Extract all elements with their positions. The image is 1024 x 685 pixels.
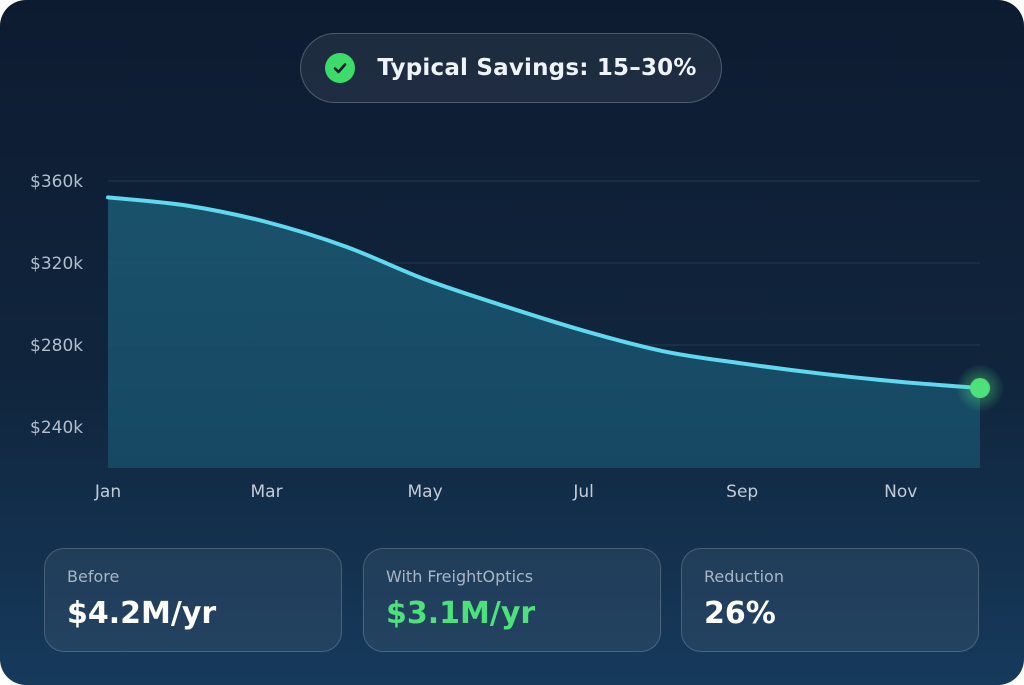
y-tick-label: $280k bbox=[30, 336, 83, 356]
stat-label: Reduction bbox=[704, 567, 784, 586]
x-tick-label: Mar bbox=[251, 482, 283, 502]
data-point-sep bbox=[740, 361, 744, 365]
x-tick-label: Sep bbox=[726, 482, 758, 502]
data-point-feb bbox=[185, 204, 189, 208]
data-point-nov bbox=[899, 380, 903, 384]
savings-area bbox=[108, 197, 980, 468]
data-point-apr bbox=[344, 245, 348, 249]
check-circle-icon bbox=[325, 53, 356, 83]
savings-badge-text: Typical Savings: 15–30% bbox=[377, 55, 697, 81]
y-tick-label: $240k bbox=[30, 418, 83, 438]
y-tick-label: $360k bbox=[30, 172, 83, 192]
stat-card-before: Before $4.2M/yr bbox=[44, 548, 342, 652]
stat-label: Before bbox=[67, 567, 120, 586]
data-point-may bbox=[423, 277, 427, 281]
data-point-oct bbox=[819, 372, 823, 376]
x-tick-label: Jul bbox=[572, 482, 594, 502]
savings-badge: Typical Savings: 15–30% bbox=[300, 33, 722, 103]
x-tick-label: Nov bbox=[884, 482, 917, 502]
stat-card-with-freightoptics: With FreightOptics $3.1M/yr bbox=[363, 548, 661, 652]
y-axis-ticks: $360k $320k $280k $240k bbox=[30, 172, 83, 438]
y-tick-label: $320k bbox=[30, 254, 83, 274]
stat-card-reduction: Reduction 26% bbox=[681, 548, 979, 652]
x-tick-label: Jan bbox=[94, 482, 121, 502]
data-point-jun bbox=[502, 304, 506, 308]
stat-label: With FreightOptics bbox=[386, 567, 534, 586]
data-point-aug bbox=[661, 349, 665, 353]
endpoint-marker bbox=[970, 378, 990, 399]
data-point-mar bbox=[265, 220, 269, 224]
x-tick-label: May bbox=[408, 482, 443, 502]
stat-value: $4.2M/yr bbox=[67, 596, 217, 631]
stat-value: $3.1M/yr bbox=[386, 596, 536, 631]
stat-value: 26% bbox=[704, 596, 776, 631]
savings-line bbox=[106, 195, 982, 391]
x-axis-ticks: Jan Mar May Jul Sep Nov bbox=[94, 482, 917, 502]
data-point-jul bbox=[582, 329, 586, 333]
data-point-jan bbox=[106, 195, 110, 199]
cost-chart: $360k $320k $280k $240k Jan Mar May Jul Sep Nov bbox=[30, 172, 1004, 502]
